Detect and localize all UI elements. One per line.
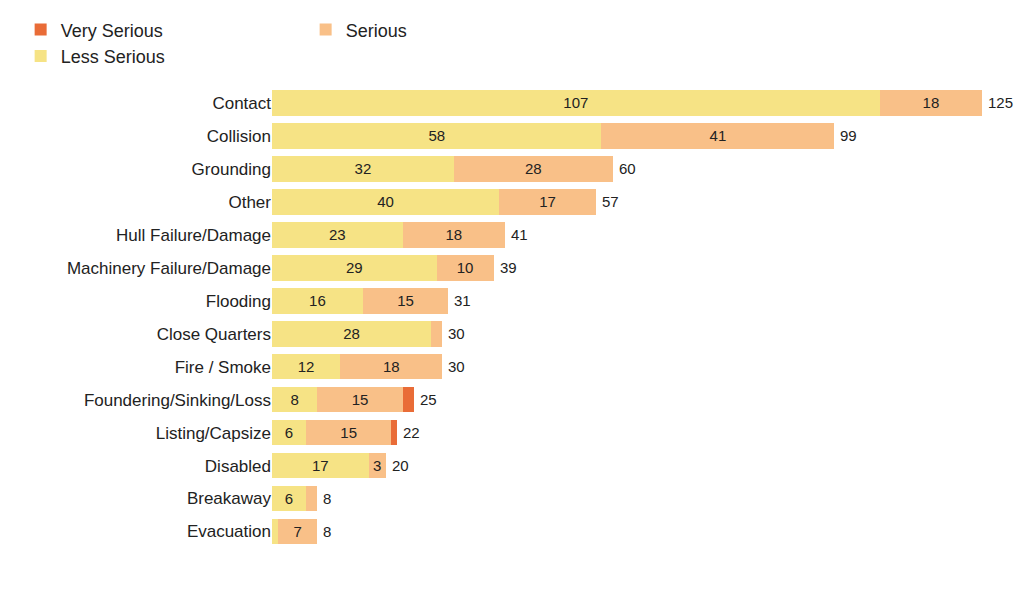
svg-text:Foundering/Sinking/Loss: Foundering/Sinking/Loss <box>84 391 271 410</box>
svg-text:99: 99 <box>840 127 857 144</box>
svg-text:Breakaway: Breakaway <box>187 489 272 508</box>
svg-text:15: 15 <box>397 292 414 309</box>
svg-text:Serious: Serious <box>346 21 407 41</box>
svg-text:22: 22 <box>403 424 420 441</box>
svg-text:6: 6 <box>285 424 293 441</box>
svg-text:41: 41 <box>710 127 727 144</box>
svg-text:30: 30 <box>448 325 465 342</box>
svg-text:Very Serious: Very Serious <box>61 21 163 41</box>
svg-text:23: 23 <box>329 226 346 243</box>
svg-text:Evacuation: Evacuation <box>187 522 271 541</box>
svg-text:60: 60 <box>619 160 636 177</box>
svg-text:Collision: Collision <box>207 127 271 146</box>
svg-text:6: 6 <box>285 490 293 507</box>
svg-text:58: 58 <box>428 127 445 144</box>
svg-text:15: 15 <box>340 424 357 441</box>
svg-text:29: 29 <box>346 259 363 276</box>
svg-text:32: 32 <box>355 160 372 177</box>
svg-text:8: 8 <box>323 523 331 540</box>
svg-text:Disabled: Disabled <box>205 457 271 476</box>
svg-text:25: 25 <box>420 391 437 408</box>
svg-text:Machinery Failure/Damage: Machinery Failure/Damage <box>67 259 271 278</box>
svg-text:18: 18 <box>923 94 940 111</box>
svg-text:15: 15 <box>352 391 369 408</box>
svg-text:107: 107 <box>563 94 588 111</box>
svg-text:18: 18 <box>383 358 400 375</box>
svg-text:Grounding: Grounding <box>192 160 271 179</box>
svg-text:30: 30 <box>448 358 465 375</box>
svg-text:8: 8 <box>291 391 299 408</box>
svg-text:Listing/Capsize: Listing/Capsize <box>156 424 271 443</box>
svg-text:18: 18 <box>445 226 462 243</box>
svg-text:125: 125 <box>988 94 1013 111</box>
svg-text:16: 16 <box>309 292 326 309</box>
svg-text:3: 3 <box>373 457 381 474</box>
svg-text:28: 28 <box>525 160 542 177</box>
svg-text:Hull Failure/Damage: Hull Failure/Damage <box>116 226 271 245</box>
svg-text:Other: Other <box>228 193 271 212</box>
svg-text:17: 17 <box>312 457 329 474</box>
svg-text:57: 57 <box>602 193 619 210</box>
svg-text:40: 40 <box>377 193 394 210</box>
svg-text:Less Serious: Less Serious <box>61 47 165 67</box>
svg-text:Flooding: Flooding <box>206 292 271 311</box>
svg-text:12: 12 <box>298 358 315 375</box>
svg-text:Close Quarters: Close Quarters <box>157 325 271 344</box>
svg-text:8: 8 <box>323 490 331 507</box>
svg-text:41: 41 <box>511 226 528 243</box>
svg-text:Contact: Contact <box>212 94 271 113</box>
svg-text:7: 7 <box>293 523 301 540</box>
svg-text:17: 17 <box>539 193 556 210</box>
svg-text:28: 28 <box>343 325 360 342</box>
svg-text:39: 39 <box>500 259 517 276</box>
svg-text:10: 10 <box>457 259 474 276</box>
svg-text:20: 20 <box>392 457 409 474</box>
svg-text:Fire / Smoke: Fire / Smoke <box>175 358 271 377</box>
svg-text:31: 31 <box>454 292 471 309</box>
